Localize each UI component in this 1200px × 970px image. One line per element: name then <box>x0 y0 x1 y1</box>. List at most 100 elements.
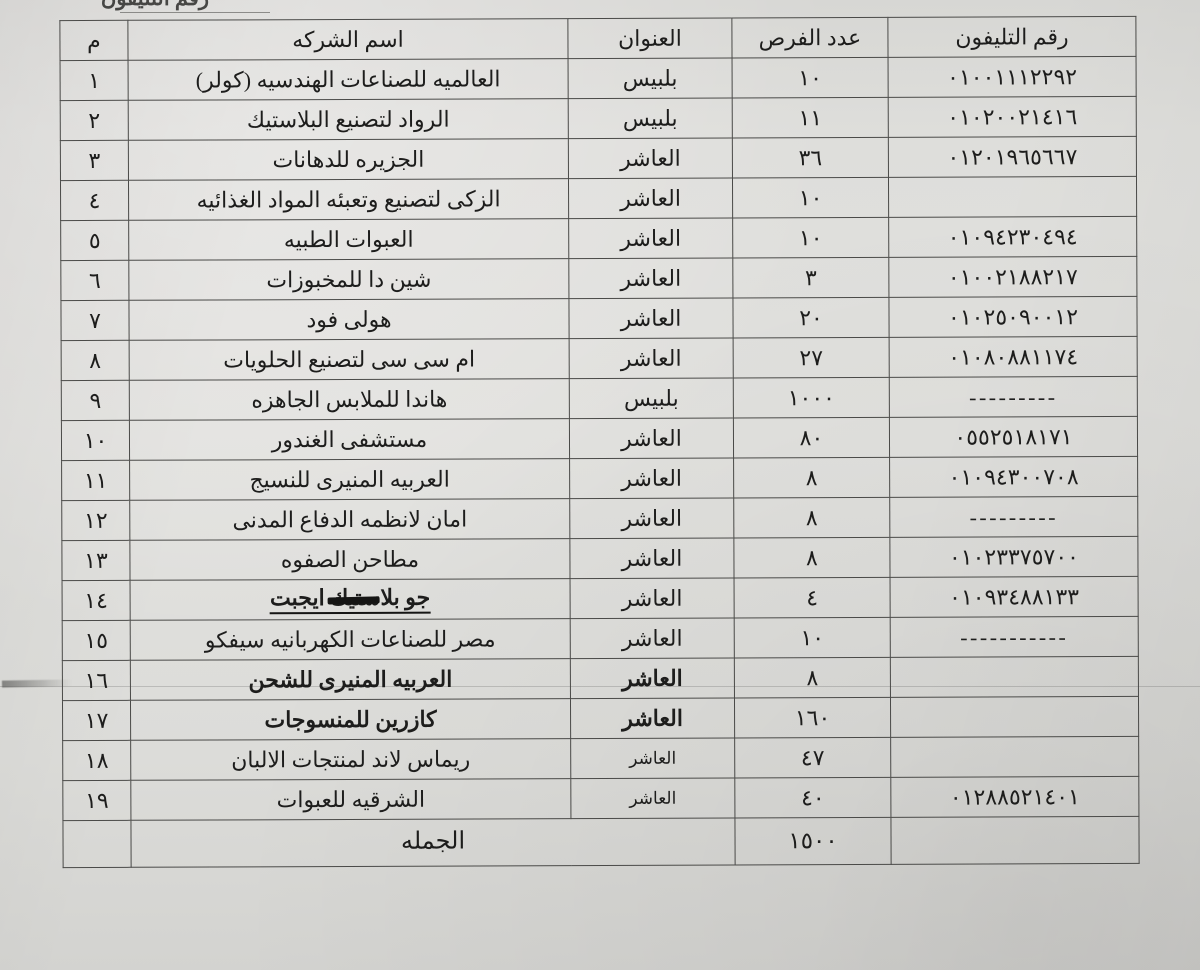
cell-phone: ٠١٠٩٣٤٨٨١٣٣ <box>890 576 1139 618</box>
cell-opportunities: ٣٦ <box>732 137 889 178</box>
company-name-text: جو بلاستيك ايجبت <box>269 584 431 614</box>
cell-address: العاشر <box>569 497 734 539</box>
cell-address: العاشر <box>570 617 735 659</box>
table-row: ٠١٠٢٠٠٢١٤١٦ ١١ بلبيس الرواد لتصنيع البلاستي… <box>60 96 1137 141</box>
total-opportunities: ١٥٠٠ <box>734 817 892 865</box>
cell-phone: ٠١٢٨٨٥٢١٤٠١ <box>890 776 1139 818</box>
cell-opportunities: ١٦٠ <box>734 697 891 738</box>
cell-company: امان لانظمه الدفاع المدنى <box>129 498 570 541</box>
cell-index: ١٤ <box>62 580 131 621</box>
cell-phone: ٠١٠٨٠٨٨١١٧٤ <box>889 336 1138 378</box>
cell-address: العاشر <box>568 297 734 339</box>
cell-opportunities: ١٠ <box>732 177 889 218</box>
cell-phone: ----------- <box>890 616 1139 658</box>
cell-index: ٣ <box>60 140 129 181</box>
cell-phone: ٠١٠٩٤٢٣٠٤٩٤ <box>888 216 1137 258</box>
scan-artifact-line <box>0 686 1200 687</box>
cell-address: العاشر <box>568 217 733 259</box>
total-cell-index <box>62 820 132 868</box>
cell-address: العاشر <box>570 697 735 739</box>
cell-company: مطاحن الصفوه <box>129 538 571 581</box>
cell-address: العاشر <box>570 777 735 819</box>
cell-company: العالميه للصناعات الهندسيه (كولر) <box>128 58 569 101</box>
cell-address: بلبيس <box>568 57 733 99</box>
cell-opportunities: ٢٠ <box>732 297 890 338</box>
cell-opportunities: ١٠ <box>734 617 891 658</box>
cell-address: العاشر <box>568 137 733 179</box>
cell-phone: ٠١٠٠١١١٢٢٩٢ <box>888 56 1137 98</box>
cell-address: العاشر <box>569 417 734 459</box>
cell-company: العربيه المنيرى للشحن <box>130 658 571 701</box>
cell-index: ٤ <box>60 180 129 221</box>
cell-phone <box>890 736 1139 778</box>
cell-opportunities: ٨ <box>733 457 890 498</box>
cell-phone: ٠١٠٢٣٣٧٥٧٠٠ <box>889 536 1139 578</box>
table-row: --------- ٨ العاشر امان لانظمه الدفاع المدن… <box>61 496 1138 541</box>
cell-opportunities: ٣ <box>732 257 889 298</box>
cell-index: ٢ <box>60 100 129 141</box>
cell-index: ٨ <box>61 340 130 381</box>
cell-index: ١٧ <box>62 700 131 741</box>
column-header-company: اسم الشركه <box>127 18 569 61</box>
cell-phone: ٠١٢٠١٩٦٥٦٦٧ <box>888 136 1137 178</box>
cell-company: الرواد لتصنيع البلاستيك <box>128 98 569 141</box>
cell-phone <box>890 696 1139 738</box>
companies-table: رقم التليفون عدد الفرص العنوان اسم الشرك… <box>59 16 1140 868</box>
cell-index: ٦ <box>60 260 129 301</box>
cell-phone: --------- <box>889 376 1138 418</box>
table-row: ٠١٠٩٤٣٠٠٧٠٨ ٨ العاشر العربيه المنيرى للنسيج… <box>61 456 1138 501</box>
cell-phone: ٠١٠٩٤٣٠٠٧٠٨ <box>889 456 1138 498</box>
cell-opportunities: ٤ <box>734 577 891 618</box>
table-body: ٠١٠٠١١١٢٢٩٢ ١٠ بلبيس العالميه للصناعات الهن… <box>60 56 1140 868</box>
cell-phone: ٠١٠٢٠٠٢١٤١٦ <box>888 96 1137 138</box>
cell-company: جو بلاستيك ايجبت <box>130 578 571 621</box>
cell-index: ١٥ <box>62 620 131 661</box>
cell-address: بلبيس <box>568 97 733 139</box>
column-header-phone: رقم التليفون <box>887 16 1137 58</box>
column-header-address: العنوان <box>567 17 733 59</box>
cell-opportunities: ٤٧ <box>734 737 891 778</box>
cell-index: ٧ <box>60 300 130 341</box>
total-cell-phone <box>890 816 1140 865</box>
table-row: ١٦٠ العاشر كازرين للمنسوجات ١٧ <box>62 696 1139 741</box>
total-row: ١٥٠٠ الجمله <box>62 816 1140 868</box>
table-row: ٨ العاشر العربيه المنيرى للشحن ١٦ <box>62 656 1139 701</box>
table-row: ٤٧ العاشر ريماس لاند لمنتجات الالبان ١٨ <box>62 736 1139 781</box>
table-row: ٠١٢٠١٩٦٥٦٦٧ ٣٦ العاشر الجزيره للدهانات ٣ <box>60 136 1137 181</box>
cell-index: ٥ <box>60 220 129 261</box>
cell-company: الشرقيه للعبوات <box>130 778 571 821</box>
cell-index: ١ <box>60 60 129 101</box>
cell-opportunities: ١٠ <box>732 217 889 258</box>
table-row: ١٠ العاشر الزكى لتصنيع وتعبئه المواد الغذا… <box>60 176 1137 221</box>
cell-address: العاشر <box>570 737 735 779</box>
cell-address: العاشر <box>569 457 734 499</box>
cell-address: العاشر <box>569 337 734 379</box>
cell-index: ١٣ <box>61 540 131 581</box>
table-row: ٠١٢٨٨٥٢١٤٠١ ٤٠ العاشر الشرقيه للعبوات ١٩ <box>62 776 1139 821</box>
table-header: رقم التليفون عدد الفرص العنوان اسم الشرك… <box>59 16 1137 61</box>
cell-opportunities: ٨ <box>733 537 891 578</box>
cell-index: ١٦ <box>62 660 131 701</box>
cell-address: العاشر <box>570 657 735 699</box>
table-row: ٠١٠٢٥٠٩٠٠١٢ ٢٠ العاشر هولى فود ٧ <box>60 296 1138 341</box>
cell-phone <box>888 176 1137 218</box>
cell-address: العاشر <box>568 177 733 219</box>
table-row: ٠١٠٩٣٤٨٨١٣٣ ٤ العاشر جو بلاستيك ايجبت ١٤ <box>62 576 1139 621</box>
cell-company: ام سى سى لتصنيع الحلويات <box>129 338 570 381</box>
column-header-index: م <box>59 20 129 61</box>
cell-opportunities: ٨٠ <box>733 417 890 458</box>
table-row: ٠١٠٢٣٣٧٥٧٠٠ ٨ العاشر مطاحن الصفوه ١٣ <box>61 536 1139 581</box>
cell-company: مستشفى الغندور <box>129 418 570 461</box>
cropped-header-fragment: رقم التليفون <box>40 0 270 12</box>
cell-company: الزكى لتصنيع وتعبئه المواد الغذائيه <box>128 178 569 221</box>
cell-opportunities: ١١ <box>732 97 889 138</box>
cell-company: هاندا للملابس الجاهزه <box>129 378 570 421</box>
cell-company: مصر للصناعات الكهربانيه سيفكو <box>130 618 571 661</box>
column-header-opportunities: عدد الفرص <box>731 17 889 58</box>
table-row: ٠١٠٠٢١٨٨٢١٧ ٣ العاشر شين دا للمخبوزات ٦ <box>60 256 1137 301</box>
cell-phone: --------- <box>889 496 1138 538</box>
cell-company: كازرين للمنسوجات <box>130 698 571 741</box>
cell-opportunities: ١٠ <box>732 57 889 98</box>
table-row: ٠١٠٨٠٨٨١١٧٤ ٢٧ العاشر ام سى سى لتصنيع الحلو… <box>61 336 1138 381</box>
